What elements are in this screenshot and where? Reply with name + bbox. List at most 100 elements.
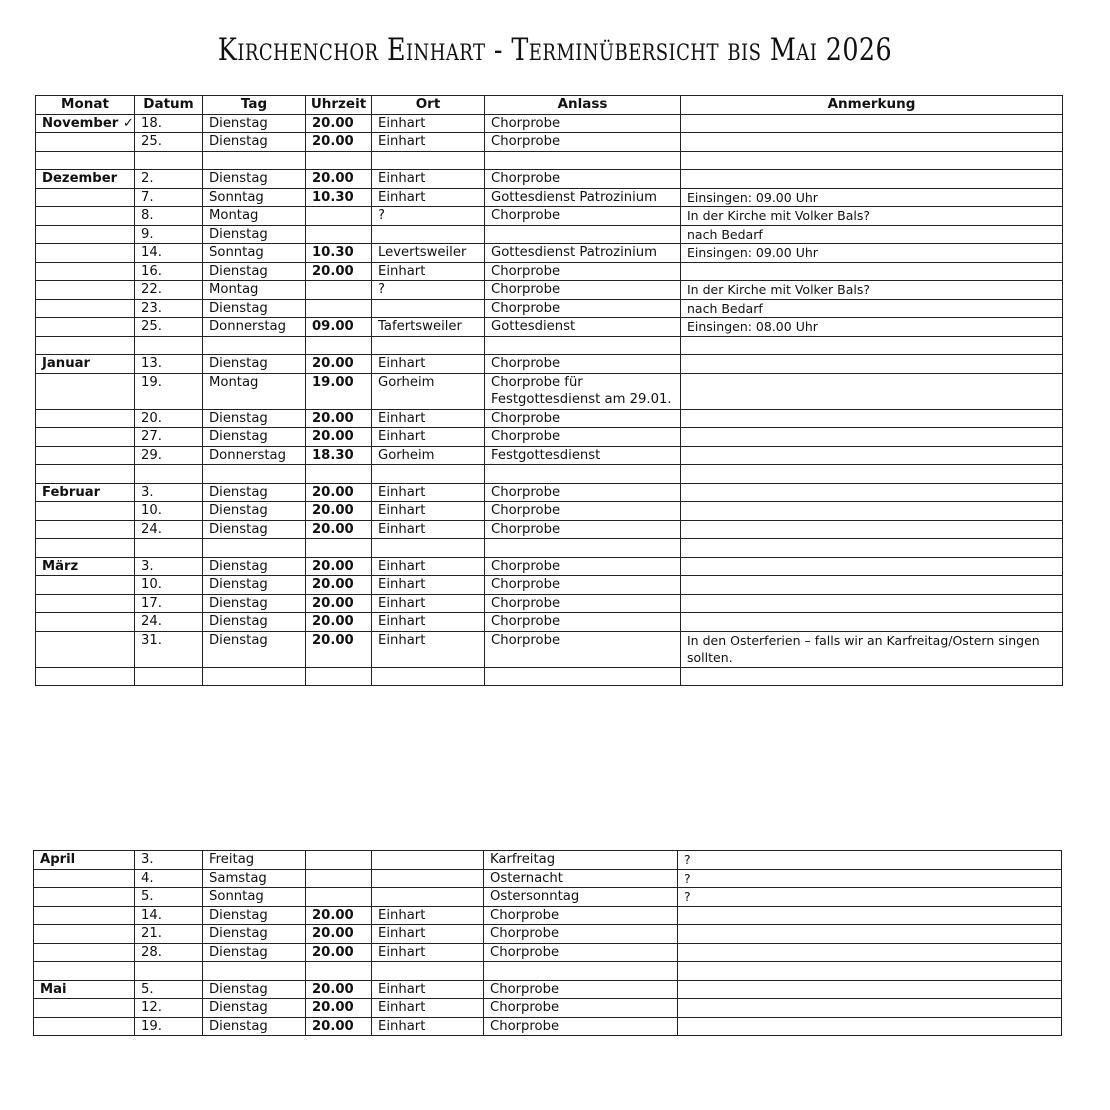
cell-date: 31. [134,630,203,668]
table-row: 7. Sonntag 10.30 Einhart Gottesdienst Patroz… [35,187,1063,207]
cell-day: Dienstag [202,556,306,576]
cell-time [305,298,372,318]
cell-day [202,961,306,981]
cell-occasion: Chorprobe [483,924,678,944]
cell-time [305,850,372,870]
cell-occasion: Chorprobe [484,575,681,595]
cell-time: 20.00 [305,519,372,539]
cell-day: Dienstag [202,612,306,632]
cell-month [35,464,135,484]
cell-note [680,132,1063,152]
table-row: April 3. Freitag Karfreitag? [33,850,1062,870]
cell-place: Einhart [371,408,485,428]
cell-day: Donnerstag [202,445,306,465]
cell-note [680,113,1063,133]
cell-note [680,593,1063,613]
cell-month [35,280,135,300]
cell-month [35,666,135,686]
cell-day: Dienstag [202,942,306,962]
cell-occasion: Chorprobe [483,942,678,962]
cell-note: In der Kirche mit Volker Bals? [680,206,1063,226]
cell-day: Sonntag [202,243,306,263]
cell-note [680,261,1063,281]
cell-time [305,868,372,888]
cell-day: Dienstag [202,408,306,428]
cell-date [134,666,203,686]
cell-place: Einhart [371,924,484,944]
table-row: 5. Sonntag Ostersonntag? [33,887,1062,907]
cell-day: Dienstag [202,501,306,521]
cell-occasion [484,666,681,686]
cell-month [35,408,135,428]
cell-place [371,961,484,981]
cell-day: Sonntag [202,887,306,907]
table-row: November ✓ 18. Dienstag 20.00 Einhart Chorpro… [35,113,1063,133]
cell-place: Einhart [371,942,484,962]
cell-occasion: Chorprobe [484,519,681,539]
cell-note [680,464,1063,484]
cell-note [680,519,1063,539]
cell-date: 8. [134,206,203,226]
cell-time: 20.00 [305,408,372,428]
cell-day: Dienstag [202,924,306,944]
cell-note: In der Kirche mit Volker Bals? [680,280,1063,300]
cell-occasion: Chorprobe [484,169,681,189]
cell-note [680,335,1063,355]
cell-place [371,850,484,870]
cell-time: 20.00 [305,979,372,999]
table-row: 24. Dienstag 20.00 Einhart Chorprobe [35,612,1063,632]
cell-day: Freitag [202,850,306,870]
cell-occasion: Chorprobe [483,905,678,925]
cell-note: Einsingen: 08.00 Uhr [680,317,1063,337]
cell-note [680,445,1063,465]
cell-place: Levertsweiler [371,243,485,263]
cell-occasion: Chorprobe [484,501,681,521]
cell-month [33,887,135,907]
header-row: Monat Datum Tag Uhrzeit Ort Anlass Anmerkung [35,95,1063,115]
cell-occasion: Chorprobe [484,261,681,281]
cell-time: 20.00 [305,169,372,189]
table-row: 31. Dienstag 20.00 Einhart Chorprobe In den O… [35,630,1063,668]
cell-occasion: Gottesdienst Patrozinium [484,243,681,263]
cell-occasion: Chorprobe [484,113,681,133]
table-row: 12. Dienstag 20.00 Einhart Chorprobe [33,998,1062,1018]
cell-day: Dienstag [202,998,306,1018]
cell-date: 20. [134,408,203,428]
cell-time: 20.00 [305,905,372,925]
cell-place [371,538,485,558]
cell-occasion [484,464,681,484]
cell-occasion: Gottesdienst Patrozinium [484,187,681,207]
cell-day: Dienstag [202,261,306,281]
cell-note [680,150,1063,170]
cell-place: Einhart [371,905,484,925]
table-row: 10. Dienstag 20.00 Einhart Chorprobe [35,501,1063,521]
table-row: 28. Dienstag 20.00 Einhart Chorprobe [33,942,1062,962]
cell-occasion: Osternacht [483,868,678,888]
page-title: Kirchenchor Einhart - Terminübersicht bi… [217,32,893,68]
cell-month [35,150,135,170]
cell-time: 20.00 [305,501,372,521]
cell-place: ? [371,206,485,226]
cell-note [677,961,1062,981]
cell-month [35,501,135,521]
column-header-time: Uhrzeit [305,95,372,115]
cell-day: Donnerstag [202,317,306,337]
cell-note [677,924,1062,944]
cell-time [305,280,372,300]
cell-day [202,335,306,355]
cell-date: 18. [134,113,203,133]
cell-place: Gorheim [371,445,485,465]
cell-day: Dienstag [202,427,306,447]
cell-place: Einhart [371,556,485,576]
cell-month [35,519,135,539]
cell-month: Mai [33,979,135,999]
cell-place: Einhart [371,630,485,668]
cell-date [134,961,203,981]
cell-time: 20.00 [305,132,372,152]
cell-date: 23. [134,298,203,318]
cell-place [371,224,485,244]
cell-date: 17. [134,593,203,613]
cell-date: 24. [134,612,203,632]
cell-time [305,961,372,981]
cell-day: Dienstag [202,224,306,244]
